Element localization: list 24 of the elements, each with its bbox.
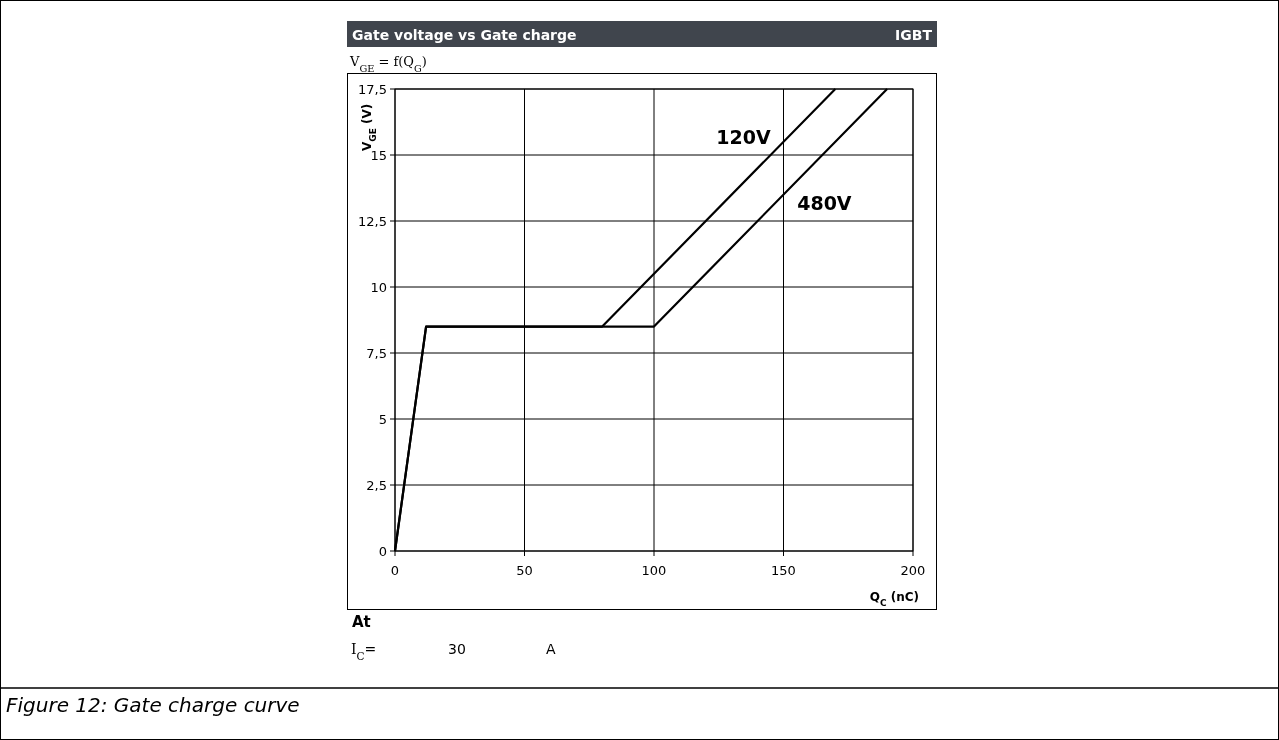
x-tick-label: 200 xyxy=(900,563,926,578)
x-tick-label: 50 xyxy=(516,563,533,578)
y-tick-label: 15 xyxy=(370,148,387,163)
text: A xyxy=(546,641,556,657)
text: I$_{C}$= xyxy=(351,641,377,662)
text: At xyxy=(352,613,371,631)
chart-title: Gate voltage vs Gate charge xyxy=(352,27,577,43)
y-tick-label: 12,5 xyxy=(358,214,387,229)
x-tick-label: 150 xyxy=(771,563,796,578)
x-tick-label: 100 xyxy=(641,563,667,578)
chart-subtitle: V$_{GE}$ = f(Q$_{G}$) xyxy=(349,54,427,74)
x-tick-label: 0 xyxy=(390,563,400,578)
caption: Figure 12: Gate charge curve xyxy=(6,693,300,717)
series-label: 480V xyxy=(797,192,852,215)
y-tick-label: 2,5 xyxy=(366,478,387,493)
y-tick-label: 10 xyxy=(370,280,387,295)
x-axis-title: Q$_{C}$ (nC) xyxy=(869,590,919,608)
text: IGBT xyxy=(895,27,933,43)
y-tick-label: 0 xyxy=(378,544,387,559)
y-tick-label: 17,5 xyxy=(358,82,387,97)
y-tick-label: 5 xyxy=(378,412,387,427)
series-label: 120V xyxy=(716,125,771,148)
y-tick-label: 7,5 xyxy=(366,346,387,361)
text: 30 xyxy=(448,641,466,657)
